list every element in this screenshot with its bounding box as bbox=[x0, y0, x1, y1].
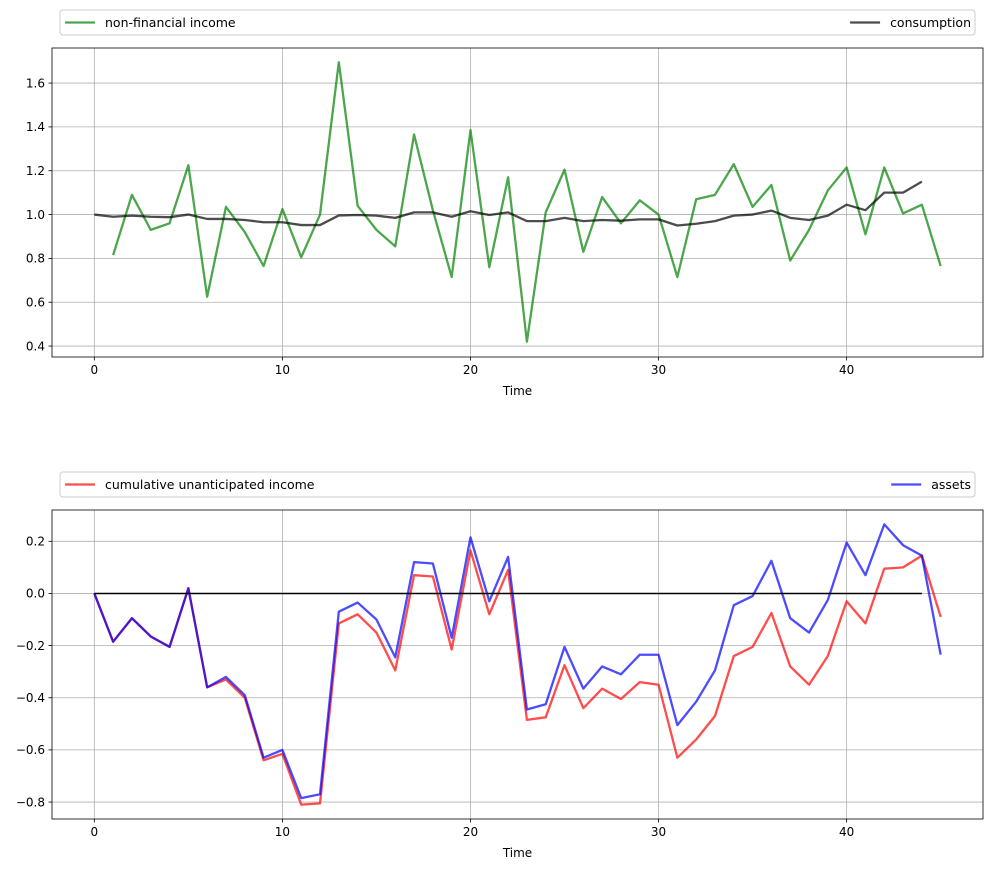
axes-frame bbox=[51, 509, 984, 820]
y-tick-label: 0.8 bbox=[26, 252, 45, 266]
y-tick-label: 0.0 bbox=[26, 587, 45, 601]
series-line-consumption bbox=[94, 180, 923, 227]
legend: non-financial income consumption bbox=[59, 9, 976, 36]
y-tick-label: −0.8 bbox=[16, 795, 45, 809]
x-tick-label: 40 bbox=[839, 363, 854, 377]
x-axis-label: Time bbox=[502, 846, 532, 860]
x-tick-label: 20 bbox=[463, 825, 478, 839]
chart-panel-1: 0 10 20 30 40 0.4 0.6 0.8 1.0 1.2 1.4 1.6 Time non-fi… bbox=[26, 9, 984, 398]
x-tick-label: 10 bbox=[275, 825, 290, 839]
x-tick-label: 10 bbox=[275, 363, 290, 377]
y-tick-label: 1.0 bbox=[26, 208, 45, 222]
legend-item-consumption: consumption bbox=[850, 15, 971, 30]
legend-item-non-financial-income: non-financial income bbox=[65, 15, 236, 30]
x-tick-label: 30 bbox=[651, 363, 666, 377]
y-tick-label: 1.2 bbox=[26, 164, 45, 178]
legend-item-cumulative-unanticipated-income: cumulative unanticipated income bbox=[65, 477, 315, 492]
legend-label: non-financial income bbox=[105, 15, 236, 30]
chart-panel-2: 0 10 20 30 40 −0.8 −0.6 −0.4 −0.2 0.0 0.2 Time cumul… bbox=[16, 471, 984, 860]
series-line-non-financial-income bbox=[112, 61, 942, 343]
x-tick-label: 0 bbox=[90, 363, 98, 377]
y-tick-label: 1.4 bbox=[26, 120, 45, 134]
x-tick-label: 20 bbox=[463, 363, 478, 377]
x-tick-label: 0 bbox=[90, 825, 98, 839]
legend-label: assets bbox=[931, 477, 971, 492]
y-tick-label: 0.2 bbox=[26, 535, 45, 549]
axes-frame bbox=[51, 47, 984, 358]
x-tick-label: 40 bbox=[839, 825, 854, 839]
x-tick-label: 30 bbox=[651, 825, 666, 839]
legend-label: cumulative unanticipated income bbox=[105, 477, 315, 492]
legend-item-assets: assets bbox=[891, 477, 971, 492]
y-tick-label: −0.6 bbox=[16, 743, 45, 757]
legend-label: consumption bbox=[890, 15, 971, 30]
series-line-assets bbox=[93, 523, 942, 800]
y-tick-label: 0.6 bbox=[26, 296, 45, 310]
series-line-cumulative-unanticipated-income bbox=[93, 549, 942, 806]
x-axis-label: Time bbox=[502, 384, 532, 398]
legend-frame bbox=[59, 9, 976, 36]
y-tick-label: 0.4 bbox=[26, 339, 45, 353]
y-tick-label: −0.4 bbox=[16, 691, 45, 705]
y-tick-label: −0.2 bbox=[16, 639, 45, 653]
legend: cumulative unanticipated income assets bbox=[59, 471, 976, 498]
legend-frame bbox=[59, 471, 976, 498]
y-tick-label: 1.6 bbox=[26, 76, 45, 90]
